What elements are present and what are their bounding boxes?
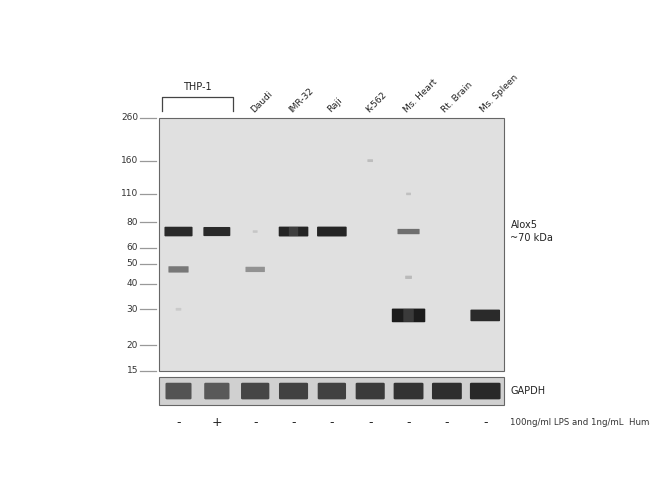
Text: Alox5
~70 kDa: Alox5 ~70 kDa [510,220,553,243]
Text: IMR-32: IMR-32 [287,86,315,114]
FancyBboxPatch shape [432,383,461,399]
FancyBboxPatch shape [241,383,269,399]
Text: Ms. Heart: Ms. Heart [402,78,439,114]
FancyBboxPatch shape [405,275,412,279]
FancyBboxPatch shape [394,383,424,399]
Text: +: + [211,416,222,429]
FancyBboxPatch shape [404,309,414,322]
Text: -: - [291,416,296,429]
FancyBboxPatch shape [406,192,411,195]
Text: -: - [176,416,181,429]
Text: Raji: Raji [326,96,344,114]
Text: 100ng/ml LPS and 1ng/mL  Human TGF beta1 for 72h: 100ng/ml LPS and 1ng/mL Human TGF beta1 … [510,418,650,427]
Text: -: - [330,416,334,429]
FancyBboxPatch shape [164,227,192,236]
Text: -: - [253,416,257,429]
FancyBboxPatch shape [317,227,346,237]
Text: GAPDH: GAPDH [510,386,545,396]
Text: THP-1: THP-1 [183,82,212,92]
FancyBboxPatch shape [398,229,420,234]
Text: Rt. Brain: Rt. Brain [441,81,474,114]
Bar [159,377,504,405]
Text: 110: 110 [121,190,138,198]
FancyBboxPatch shape [176,308,181,311]
Text: 160: 160 [121,156,138,165]
FancyBboxPatch shape [318,383,346,399]
Text: 60: 60 [127,243,138,252]
Text: -: - [368,416,372,429]
Text: -: - [483,416,488,429]
FancyBboxPatch shape [279,227,308,237]
Text: -: - [445,416,449,429]
FancyBboxPatch shape [392,308,425,322]
FancyBboxPatch shape [289,227,298,236]
Text: Ms. Spleen: Ms. Spleen [479,73,520,114]
Text: 15: 15 [127,366,138,375]
FancyBboxPatch shape [246,267,265,272]
FancyBboxPatch shape [356,383,385,399]
FancyBboxPatch shape [253,230,257,233]
Text: Daudi: Daudi [249,89,274,114]
FancyBboxPatch shape [203,227,230,236]
FancyBboxPatch shape [204,383,229,399]
FancyBboxPatch shape [471,310,500,321]
FancyBboxPatch shape [470,383,500,399]
Text: 80: 80 [127,218,138,227]
FancyBboxPatch shape [279,383,308,399]
Text: 40: 40 [127,279,138,288]
FancyBboxPatch shape [367,159,373,162]
FancyBboxPatch shape [168,266,188,273]
Text: 30: 30 [127,305,138,314]
Text: K-562: K-562 [364,90,388,114]
FancyBboxPatch shape [166,383,192,399]
Text: 260: 260 [121,113,138,122]
Text: 50: 50 [127,259,138,269]
Text: -: - [406,416,411,429]
Text: 20: 20 [127,341,138,350]
